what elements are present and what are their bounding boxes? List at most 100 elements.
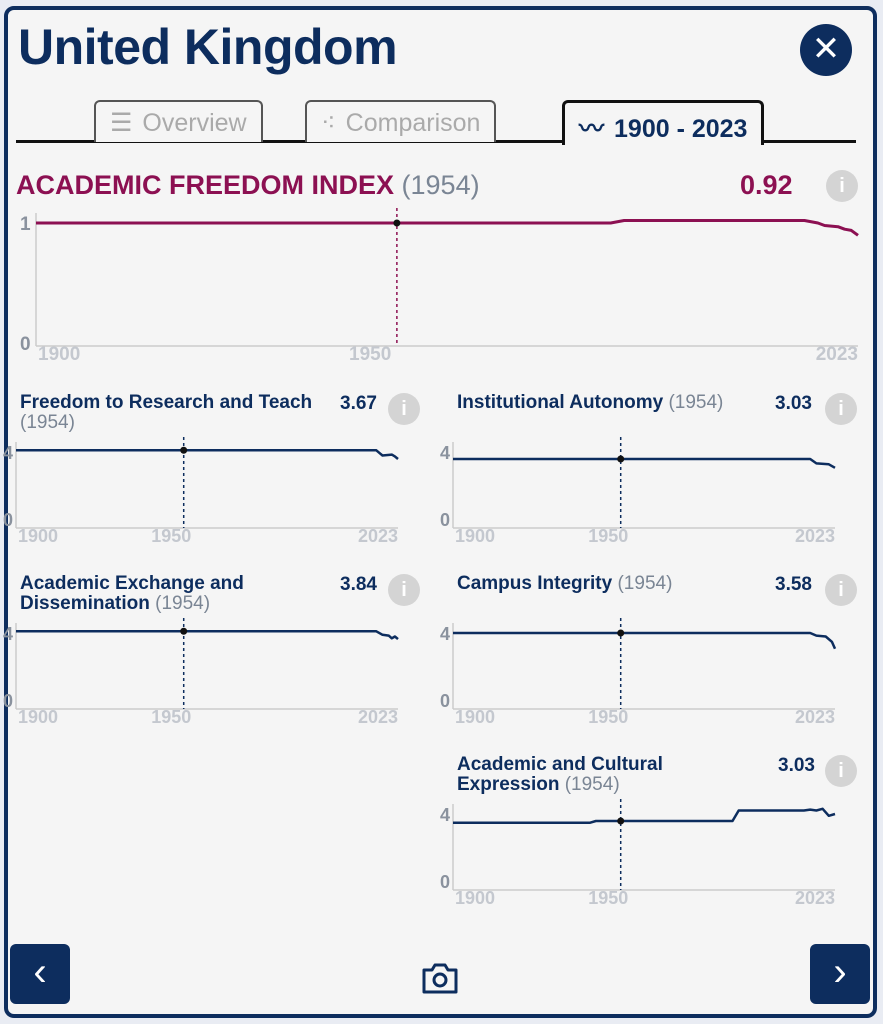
panel-year: (1954) <box>668 392 724 413</box>
line-chart-icon: 〰 <box>579 115 605 143</box>
info-icon: i <box>401 398 407 420</box>
scatter-icon: ⁖ <box>321 109 336 137</box>
series-line <box>453 457 836 469</box>
panel-label: Campus Integrity <box>457 573 613 594</box>
y-tick-label: 4 <box>440 624 450 644</box>
afi-label: ACADEMIC FREEDOM INDEX <box>16 170 395 200</box>
data-point <box>617 817 625 825</box>
x-tick-label: 1900 <box>455 707 495 727</box>
tab-comparison[interactable]: ⁖ Comparison <box>305 100 497 142</box>
data-point <box>617 629 625 637</box>
country-card <box>4 6 877 1018</box>
y-tick-label: 4 <box>440 805 450 825</box>
camera-icon <box>422 963 458 994</box>
x-tick-label: 2023 <box>358 707 398 727</box>
panel-label: Academic and Cultural Expression <box>457 754 663 795</box>
x-tick-label: 2023 <box>795 888 835 908</box>
x-tick-label: 1950 <box>151 526 191 546</box>
afi-year: (1954) <box>401 170 480 200</box>
panel-year: (1954) <box>617 573 673 594</box>
x-tick-label: 1950 <box>588 707 628 727</box>
chevron-right-icon: › <box>833 950 847 994</box>
panel-value: 3.03 <box>778 755 815 776</box>
afi-chart: 1 0 1900 1950 2023 <box>20 208 859 365</box>
data-point <box>180 627 188 635</box>
x-tick-label: 2023 <box>816 344 858 365</box>
panel-title: Academic Exchange and Dissemination (195… <box>20 574 330 614</box>
info-button[interactable]: i <box>388 393 420 425</box>
page-title: United Kingdom <box>18 19 398 75</box>
x-tick-label: 1900 <box>38 344 80 365</box>
panel-value: 3.03 <box>775 393 812 414</box>
tab-label: Overview <box>142 109 247 137</box>
close-button[interactable]: ✕ <box>800 24 852 76</box>
tab-timeline[interactable]: 〰 1900 - 2023 <box>562 100 765 145</box>
y-tick-label: 0 <box>3 510 13 530</box>
y-tick-label: 1 <box>20 214 31 235</box>
series-line <box>453 631 837 650</box>
info-button[interactable]: i <box>825 574 857 606</box>
panel-value: 3.84 <box>340 574 377 595</box>
x-tick-label: 2023 <box>358 526 398 546</box>
list-icon: ☰ <box>110 109 133 137</box>
panel-title: Campus Integrity (1954) <box>457 574 765 594</box>
series-line <box>453 807 836 825</box>
x-tick-label: 1900 <box>18 707 58 727</box>
info-icon: i <box>401 579 407 601</box>
y-tick-label: 4 <box>3 443 13 463</box>
series-line <box>36 219 859 237</box>
x-tick-label: 1950 <box>151 707 191 727</box>
y-tick-label: 0 <box>440 872 450 892</box>
panel-label: Freedom to Research and Teach <box>20 392 313 413</box>
panel-year: (1954) <box>20 412 75 433</box>
panel-year: (1954) <box>155 593 211 614</box>
info-icon: i <box>838 760 844 782</box>
tab-label: Comparison <box>345 109 481 137</box>
next-button[interactable]: › <box>810 944 870 1004</box>
panel-label: Institutional Autonomy <box>457 392 664 413</box>
tab-overview[interactable]: ☰ Overview <box>94 100 263 142</box>
x-tick-label: 2023 <box>795 707 835 727</box>
y-tick-label: 0 <box>3 691 13 711</box>
y-tick-label: 0 <box>440 691 450 711</box>
x-tick-label: 2023 <box>795 526 835 546</box>
y-tick-label: 0 <box>440 510 450 530</box>
panel-title: Academic and Cultural Expression (1954) <box>457 755 768 795</box>
panel-value: 3.58 <box>775 574 812 595</box>
info-button[interactable]: i <box>825 393 857 425</box>
data-point <box>393 219 401 227</box>
x-tick-label: 1950 <box>588 526 628 546</box>
panel-year: (1954) <box>564 774 620 795</box>
data-point <box>617 455 625 463</box>
y-tick-label: 4 <box>3 624 13 644</box>
x-tick-label: 1900 <box>18 526 58 546</box>
info-icon: i <box>838 579 844 601</box>
info-button[interactable]: i <box>825 755 857 787</box>
tab-label: 1900 - 2023 <box>614 115 748 143</box>
chevron-left-icon: ‹ <box>33 950 47 994</box>
x-tick-label: 1950 <box>588 888 628 908</box>
afi-title: ACADEMIC FREEDOM INDEX (1954) <box>16 170 480 201</box>
y-tick-label: 4 <box>440 443 450 463</box>
series-line <box>16 630 399 641</box>
previous-button[interactable]: ‹ <box>10 944 70 1004</box>
info-icon: i <box>839 175 845 197</box>
close-icon: ✕ <box>811 30 841 68</box>
info-icon: i <box>838 398 844 420</box>
afi-value: 0.92 <box>740 170 793 200</box>
x-tick-label: 1900 <box>455 888 495 908</box>
panel-label: Academic Exchange and Dissemination <box>20 573 244 614</box>
series-line <box>16 449 399 460</box>
info-button[interactable]: i <box>388 574 420 606</box>
y-tick-label: 0 <box>20 334 31 355</box>
x-tick-label: 1900 <box>455 526 495 546</box>
screenshot-button[interactable] <box>420 960 460 1001</box>
info-button[interactable]: i <box>826 170 858 202</box>
x-tick-label: 1950 <box>349 344 391 365</box>
panel-title: Freedom to Research and Teach (1954) <box>20 393 330 433</box>
